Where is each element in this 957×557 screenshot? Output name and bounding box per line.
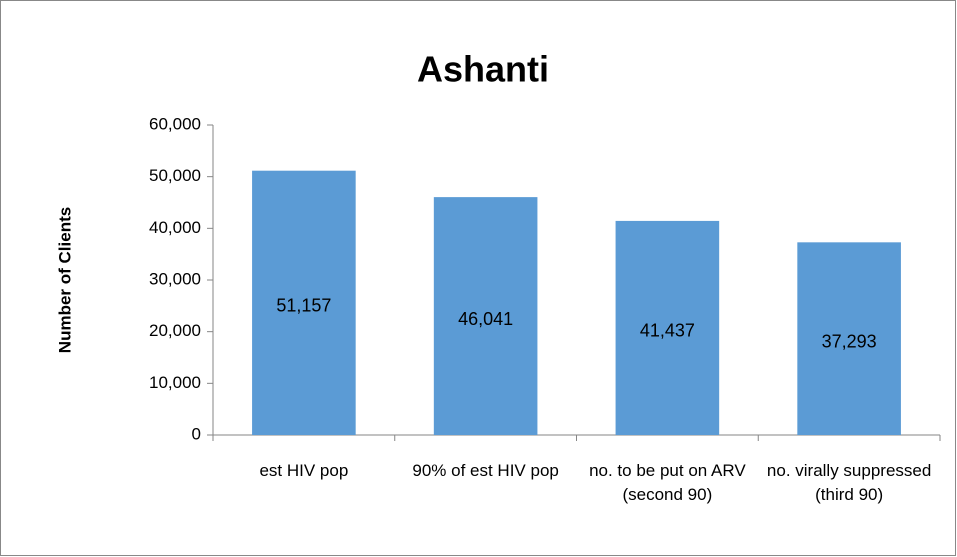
chart-title: Ashanti: [417, 49, 549, 90]
y-tick-label: 0: [192, 424, 201, 443]
y-tick-label: 60,000: [149, 114, 201, 133]
y-tick-label: 10,000: [149, 373, 201, 392]
bar: [433, 197, 538, 435]
y-tick-label: 20,000: [149, 321, 201, 340]
data-label: 46,041: [458, 309, 513, 329]
y-tick-label: 40,000: [149, 218, 201, 237]
data-label: 51,157: [276, 296, 331, 316]
x-tick-label: 90% of est HIV pop: [412, 461, 559, 480]
bar: [252, 170, 356, 435]
bar: [615, 220, 720, 435]
x-tick-label: est HIV pop: [259, 461, 349, 480]
data-label: 37,293: [822, 331, 877, 351]
x-tick-label: no. to be put on ARV (second 90): [589, 461, 746, 504]
x-tick-label: no. virally suppressed (third 90): [766, 461, 932, 504]
y-tick-label: 30,000: [149, 269, 201, 288]
y-tick-label: 50,000: [149, 166, 201, 185]
bar: [797, 242, 901, 435]
data-label: 41,437: [640, 321, 695, 341]
y-axis-label: Number of Clients: [55, 207, 74, 353]
